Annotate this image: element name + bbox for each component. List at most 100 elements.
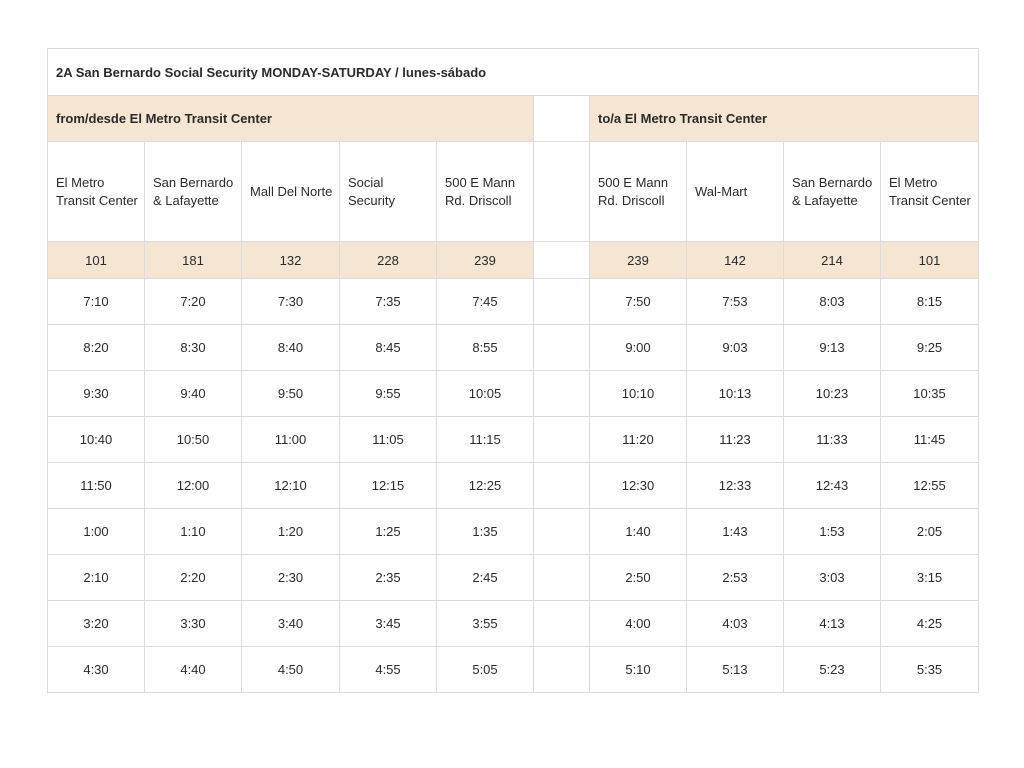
departure-time: 8:03 [783,278,881,325]
departure-time: 5:35 [879,646,980,693]
departure-time: 11:05 [339,416,437,463]
stop-header: 500 E Mann Rd. Driscoll [436,141,534,242]
stop-header: Mall Del Norte [241,141,340,242]
departure-time: 11:50 [47,462,145,509]
stop-header: El Metro Transit Center [47,141,145,242]
departure-time: 9:03 [686,324,784,371]
departure-time: 7:30 [241,278,340,325]
departure-time: 1:25 [339,508,437,555]
departure-time: 12:00 [144,462,242,509]
departure-time: 2:20 [144,554,242,601]
departure-time: 2:35 [339,554,437,601]
stop-code: 239 [436,241,534,279]
departure-time: 1:43 [686,508,784,555]
stop-code: 101 [47,241,145,279]
title-row: 2A San Bernardo Social Security MONDAY-S… [46,48,980,96]
column-gap [533,416,590,463]
departure-time: 8:15 [879,278,980,325]
direction-to-header: to/a El Metro Transit Center [588,95,980,142]
departure-time: 3:40 [241,600,340,647]
column-gap [533,370,590,417]
departure-time: 10:05 [436,370,534,417]
departure-time: 7:10 [47,278,145,325]
column-gap [533,241,590,279]
departure-time: 9:30 [47,370,145,417]
departure-time: 2:45 [436,554,534,601]
trip-row: 1:00 1:10 1:20 1:25 1:35 1:40 1:43 1:53 2:05 [47,508,980,555]
departure-time: 1:00 [47,508,145,555]
stop-header: San Bernardo & Lafayette [783,141,881,242]
departure-time: 7:20 [144,278,242,325]
column-gap [533,600,590,647]
direction-from-header: from/desde El Metro Transit Center [47,95,534,142]
column-gap [533,508,590,555]
departure-time: 4:13 [783,600,881,647]
departure-time: 9:50 [241,370,340,417]
departure-time: 12:15 [339,462,437,509]
column-gap [533,278,590,325]
departure-time: 9:55 [339,370,437,417]
departure-time: 8:55 [436,324,534,371]
departure-time: 10:40 [47,416,145,463]
trip-row: 4:30 4:40 4:50 4:55 5:05 5:10 5:13 5:23 5:35 [47,646,980,693]
trip-row: 10:40 10:50 11:00 11:05 11:15 11:20 11:23 11:33… [47,416,980,463]
departure-time: 3:20 [47,600,145,647]
departure-time: 3:30 [144,600,242,647]
departure-time: 10:35 [879,370,980,417]
stop-code: 101 [879,241,980,279]
stop-code: 228 [339,241,437,279]
departure-time: 7:50 [589,278,687,325]
departure-time: 1:53 [783,508,881,555]
departure-time: 5:13 [686,646,784,693]
departure-time: 2:10 [47,554,145,601]
column-gap [533,554,590,601]
departure-time: 12:30 [589,462,687,509]
schedule-table: 2A San Bernardo Social Security MONDAY-S… [46,48,980,693]
departure-time: 12:10 [241,462,340,509]
departure-time: 1:20 [241,508,340,555]
departure-time: 10:23 [783,370,881,417]
departure-time: 4:03 [686,600,784,647]
departure-time: 4:25 [879,600,980,647]
departure-time: 8:45 [339,324,437,371]
departure-time: 11:20 [589,416,687,463]
departure-time: 11:00 [241,416,340,463]
departure-time: 9:40 [144,370,242,417]
column-gap [533,324,590,371]
stop-header: 500 E Mann Rd. Driscoll [589,141,687,242]
departure-time: 11:45 [879,416,980,463]
departure-time: 12:55 [879,462,980,509]
trip-row: 7:10 7:20 7:30 7:35 7:45 7:50 7:53 8:03 8:15 [47,278,980,325]
departure-time: 4:40 [144,646,242,693]
departure-time: 2:50 [589,554,687,601]
departure-time: 10:13 [686,370,784,417]
departure-time: 4:55 [339,646,437,693]
departure-time: 1:35 [436,508,534,555]
departure-time: 5:23 [783,646,881,693]
departure-time: 7:53 [686,278,784,325]
departure-time: 8:40 [241,324,340,371]
column-gap [533,95,590,142]
departure-time: 2:30 [241,554,340,601]
stop-header: Social Security [339,141,437,242]
departure-time: 8:30 [144,324,242,371]
departure-time: 12:25 [436,462,534,509]
departure-time: 1:10 [144,508,242,555]
stop-header: San Bernardo & Lafayette [144,141,242,242]
departure-time: 7:35 [339,278,437,325]
stop-code: 142 [686,241,784,279]
stop-code: 214 [783,241,881,279]
trip-row: 2:10 2:20 2:30 2:35 2:45 2:50 2:53 3:03 3:15 [47,554,980,601]
departure-time: 10:50 [144,416,242,463]
departure-time: 5:05 [436,646,534,693]
stop-code: 239 [589,241,687,279]
departure-time: 10:10 [589,370,687,417]
departure-time: 3:55 [436,600,534,647]
departure-time: 3:15 [879,554,980,601]
departure-time: 3:03 [783,554,881,601]
departure-time: 9:25 [879,324,980,371]
stop-codes-row: 101 181 132 228 239 239 142 214 101 [47,241,980,279]
trip-row: 3:20 3:30 3:40 3:45 3:55 4:00 4:03 4:13 4:25 [47,600,980,647]
departure-time: 11:15 [436,416,534,463]
departure-time: 5:10 [589,646,687,693]
